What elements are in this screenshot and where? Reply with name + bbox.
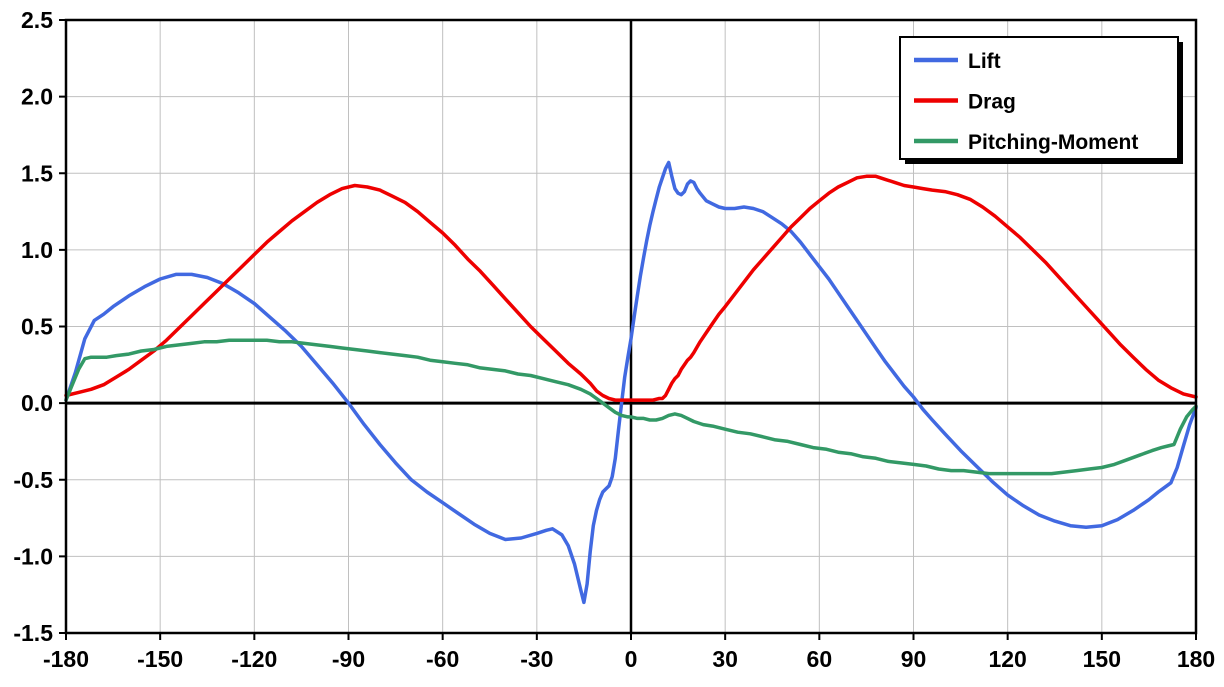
y-tick-label: 1.0	[21, 237, 53, 263]
x-tick-label: 30	[712, 646, 738, 672]
x-tick-label: -30	[520, 646, 553, 672]
series-line-pitching-moment	[64, 338, 1198, 476]
x-tick-label: -90	[332, 646, 365, 672]
y-axis: 2.5 2.0 1.5 1.0 0.5 0.0 -0.5 -1.0 -1.5	[13, 7, 66, 646]
x-tick-label: 180	[1177, 646, 1215, 672]
legend-box	[899, 36, 1179, 160]
x-tick-label: -60	[426, 646, 459, 672]
legend: Lift Drag Pitching-Moment	[899, 36, 1183, 164]
y-tick-label: -0.5	[13, 467, 53, 493]
y-tick-label: -1.0	[13, 543, 53, 569]
y-tick-label: 0.0	[21, 390, 53, 416]
x-axis: -180 -150 -120 -90 -60 -30 0 30 60 90 120 150 180	[43, 633, 1215, 672]
series-line-lift	[64, 160, 1198, 605]
series-line-drag	[64, 174, 1198, 402]
x-tick-label: 60	[807, 646, 833, 672]
x-tick-label: -180	[43, 646, 89, 672]
y-tick-label: 0.5	[21, 314, 53, 340]
x-tick-label: 150	[1083, 646, 1121, 672]
x-tick-label: 90	[901, 646, 927, 672]
x-tick-label: 120	[988, 646, 1026, 672]
x-tick-label: -120	[231, 646, 277, 672]
y-tick-label: 1.5	[21, 160, 53, 186]
x-tick-label: 0	[625, 646, 638, 672]
y-tick-label: 2.5	[21, 7, 53, 33]
legend-label: Pitching-Moment	[968, 131, 1138, 154]
legend-label: Lift	[968, 50, 1001, 73]
x-tick-label: -150	[137, 646, 183, 672]
legend-label: Drag	[968, 91, 1016, 114]
y-tick-label: -1.5	[13, 620, 53, 646]
y-tick-label: 2.0	[21, 84, 53, 110]
series-group	[64, 160, 1198, 605]
